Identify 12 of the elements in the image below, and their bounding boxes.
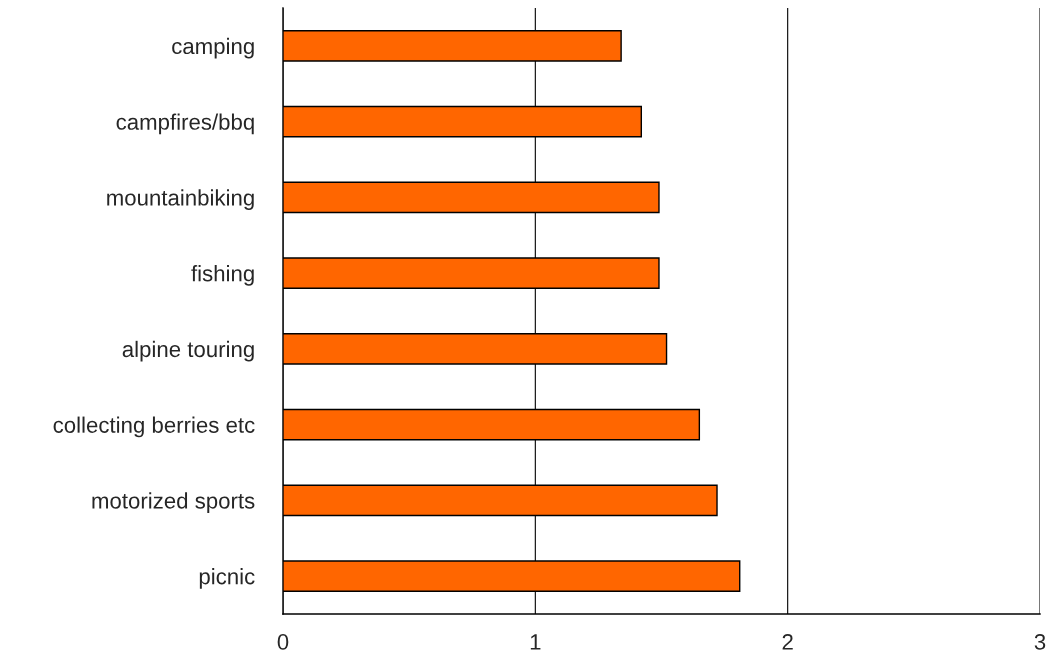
y-tick-label: motorized sports: [92, 492, 255, 514]
y-tick-label: mountainbiking: [107, 189, 254, 211]
y-tick-label: fishing: [191, 265, 254, 286]
y-tick-label: picnic: [199, 568, 255, 589]
y-tick-label: alpine touring: [122, 340, 254, 362]
x-tick-label: 3: [1034, 634, 1046, 650]
y-tick-label: campfires/bbq: [116, 113, 254, 135]
y-tick-label: collecting berries etc: [53, 416, 255, 438]
y-tick-label: camping: [172, 37, 254, 59]
x-tick-label: 0: [277, 634, 289, 650]
x-tick-label: 1: [530, 634, 541, 650]
x-tick-label: 2: [782, 634, 793, 650]
